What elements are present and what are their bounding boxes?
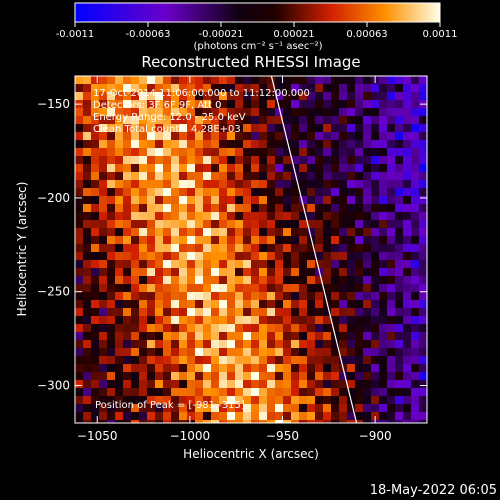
y-tick-label: −300: [37, 378, 70, 392]
y-tick-label: −250: [37, 285, 70, 299]
y-axis-label: Heliocentric Y (arcsec): [15, 182, 29, 317]
y-tick-label: −200: [37, 191, 70, 205]
plot-frame: [74, 75, 428, 424]
colorbar-gradient: [74, 2, 441, 23]
x-tick-label: −1000: [170, 429, 211, 443]
annotation-block: 17-Oct-2014 11:06:00.000 to 11:12:00.000…: [93, 88, 310, 135]
colorbar-tick-label: -0.00021: [199, 29, 244, 40]
colorbar-tick-label: -0.0011: [56, 29, 95, 40]
colorbar-tick-label: -0.00063: [126, 29, 171, 40]
x-tick-label: −1050: [77, 429, 118, 443]
y-tick-label: −150: [37, 97, 70, 111]
x-axis-label: Heliocentric X (arcsec): [183, 447, 319, 461]
chart-title: Reconstructed RHESSI Image: [141, 53, 360, 71]
annotation-line: Energy Range: 12.0 - 25.0 keV: [93, 112, 246, 123]
annotation-line: Detectors: 3F 6F 9F, Att 0: [93, 100, 221, 111]
plot-area: −1050 −1000 −950 −900 −150 −200 −250 −300: [37, 75, 428, 443]
y-axis-ticks: −150 −200 −250 −300: [37, 97, 427, 392]
footer-timestamp: 18-May-2022 06:05: [370, 483, 497, 498]
peak-position-label: Position of Peak = [-981,-315]: [95, 400, 245, 411]
annotation-line: Clean Total counts: 4.28E+03: [93, 124, 241, 135]
colorbar-units: (photons cm⁻² s⁻¹ asec⁻²): [193, 41, 322, 52]
colorbar-tick-label: 0.00063: [346, 29, 387, 40]
colorbar-tick-label: 0.0011: [423, 29, 458, 40]
solar-limb-line: [270, 76, 358, 423]
colorbar-tick-label: 0.00021: [273, 29, 314, 40]
x-axis-ticks: −1050 −1000 −950 −900: [77, 76, 392, 443]
x-tick-label: −900: [359, 429, 392, 443]
annotation-line: 17-Oct-2014 11:06:00.000 to 11:12:00.000: [93, 88, 310, 99]
colorbar-ticks: -0.0011 -0.00063 -0.00021 0.00021 0.00063 0.0…: [56, 22, 458, 40]
heatmap-image: [75, 76, 427, 423]
colorbar: -0.0011 -0.00063 -0.00021 0.00021 0.00063 0.0…: [56, 2, 458, 52]
x-tick-label: −950: [266, 429, 299, 443]
